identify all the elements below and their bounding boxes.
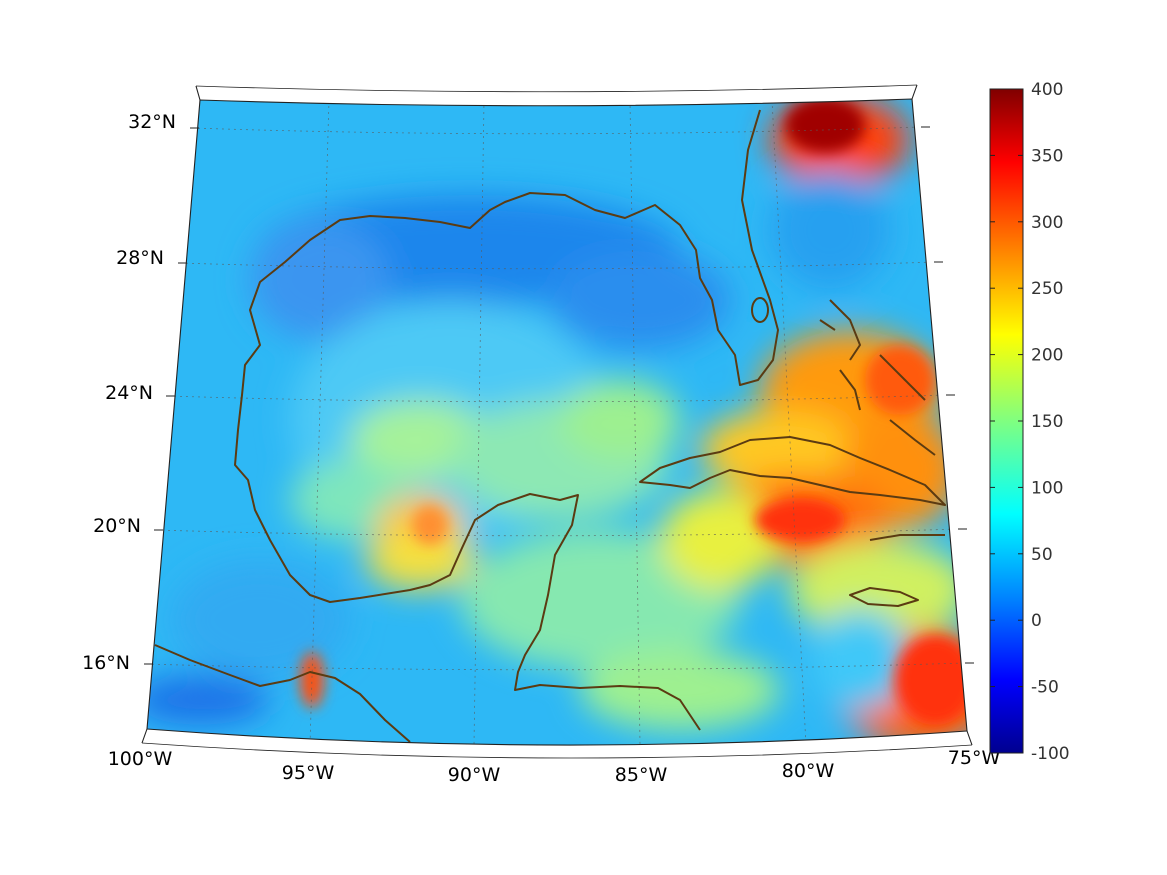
colorbar-ticks: 400 350 300 250 200 150 100 50 0 -50 -100	[990, 80, 1070, 764]
lon-label-95w: 95°W	[282, 762, 335, 784]
longitude-labels: 100°W 95°W 90°W 85°W 80°W 75°W	[108, 747, 1001, 786]
colorbar-tick-label: 100	[1031, 478, 1063, 498]
lat-label-28n: 28°N	[116, 247, 164, 269]
colorbar-gradient	[989, 88, 1024, 754]
colorbar-tick-label: 350	[1031, 146, 1063, 166]
colorbar-tick-label: 200	[1031, 346, 1063, 366]
colorbar-tick-label: 150	[1031, 412, 1063, 432]
lon-label-75w: 75°W	[948, 747, 1001, 769]
lon-label-85w: 85°W	[615, 764, 668, 786]
lat-label-32n: 32°N	[128, 111, 176, 133]
colorbar-tick-label: 300	[1031, 213, 1063, 233]
lon-label-80w: 80°W	[782, 760, 835, 782]
colorbar-tick-label: -50	[1031, 678, 1059, 698]
heatmap-field	[147, 99, 967, 746]
graticule	[147, 99, 966, 746]
latitude-labels: 32°N 28°N 24°N 20°N 16°N	[82, 111, 176, 674]
lon-label-90w: 90°W	[448, 764, 501, 786]
lat-label-24n: 24°N	[105, 382, 153, 404]
lat-label-16n: 16°N	[82, 652, 130, 674]
lat-label-20n: 20°N	[93, 515, 141, 537]
colorbar-tick-label: 250	[1031, 279, 1063, 299]
colorbar-tick-label: -100	[1031, 744, 1070, 764]
colorbar-tick-label: 400	[1031, 80, 1063, 100]
colorbar-tick-label: 50	[1031, 545, 1053, 565]
colorbar: 400 350 300 250 200 150 100 50 0 -50 -100	[989, 80, 1070, 764]
lon-label-100w: 100°W	[108, 748, 173, 770]
colorbar-tick-label: 0	[1031, 611, 1042, 631]
map-frame	[141, 84, 974, 759]
coastlines	[154, 109, 946, 743]
